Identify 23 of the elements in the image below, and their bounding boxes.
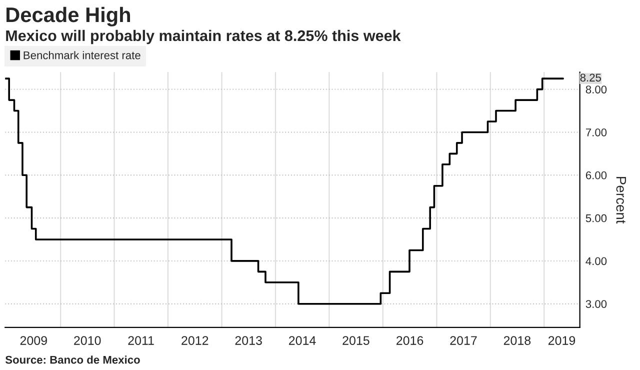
x-tick-label: 2012 [182, 336, 208, 345]
x-tick-label: 2016 [396, 336, 424, 345]
annotation: 8.25 [580, 74, 601, 82]
y-tick-label: 7.00 [586, 128, 607, 136]
x-tick-label: 2011 [128, 336, 154, 345]
chart-title: Decade High [6, 6, 130, 26]
x-tick-label: 2015 [342, 336, 370, 345]
legend-label: Benchmark interest rate [24, 51, 140, 60]
x-tick-label: 2013 [235, 336, 262, 345]
chart-subtitle: Mexico will probably maintain rates at 8.25% this week [6, 30, 401, 44]
x-tick-label: 2009 [20, 336, 47, 345]
y-tick-label: 3.00 [586, 300, 607, 308]
y-tick-label: 5.00 [586, 214, 607, 222]
source-note: Source: Banco de Mexico [5, 356, 140, 364]
y-tick-label: 4.00 [586, 257, 607, 266]
x-tick-label: 2017 [450, 336, 477, 345]
x-tick-label: 2014 [288, 336, 316, 345]
x-tick-label: 2019 [548, 336, 576, 345]
y-tick-label: 8.00 [586, 86, 607, 94]
y-axis-title: Percent [616, 177, 626, 224]
x-tick-label: 2010 [74, 336, 101, 345]
y-tick-label: 6.00 [586, 171, 607, 180]
x-tick-label: 2018 [504, 336, 531, 345]
